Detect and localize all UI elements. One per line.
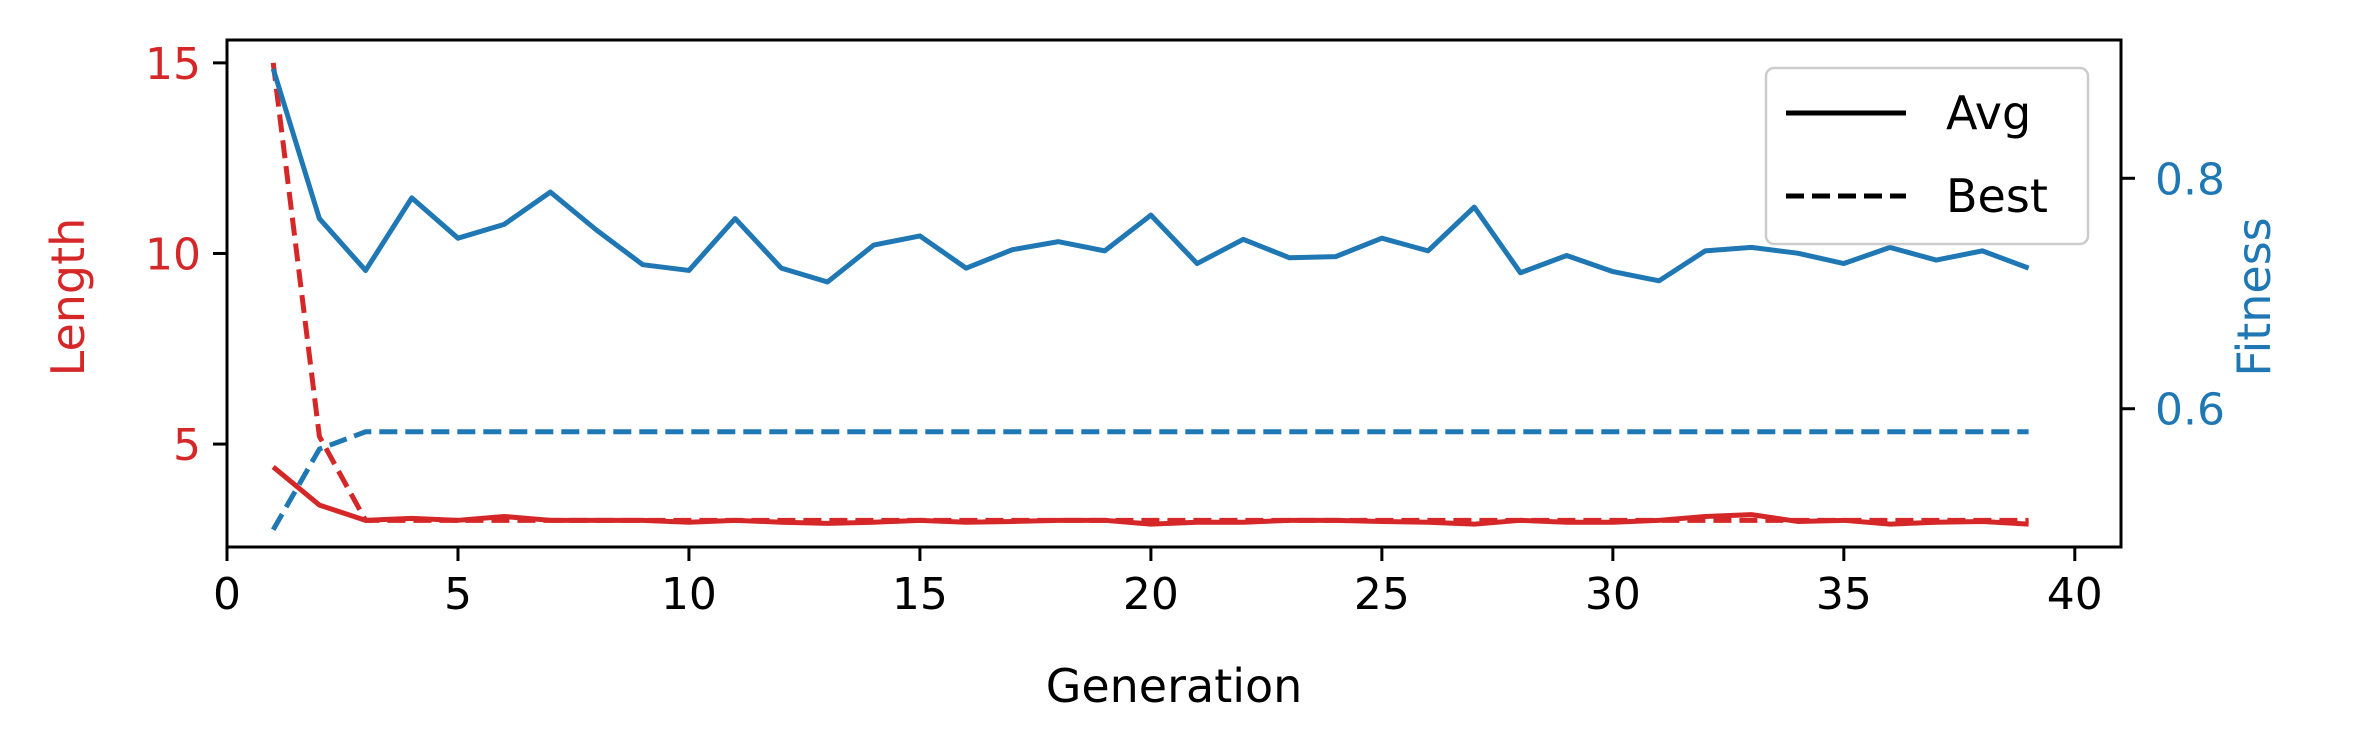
y-right-tick-label: 0.6 — [2155, 385, 2225, 436]
x-tick-label: 20 — [1123, 569, 1179, 620]
x-tick-label: 15 — [892, 569, 948, 620]
y-left-tick-label: 5 — [173, 420, 201, 471]
x-tick-label: 5 — [444, 569, 472, 620]
y-axis-left-title: Length — [41, 218, 95, 377]
y-axis-right: 0.6 0.8 — [2121, 154, 2225, 436]
fitness-best-line — [271, 429, 2029, 531]
length-best-line — [270, 62, 2029, 523]
x-tick-label: 35 — [1816, 569, 1872, 620]
plot-frame — [225, 38, 2123, 549]
x-tick-label: 30 — [1585, 569, 1641, 620]
legend-label-best: Best — [1946, 169, 2048, 223]
x-tick-label: 0 — [213, 569, 241, 620]
x-tick-label: 25 — [1354, 569, 1410, 620]
y-axis-right-title: Fitness — [2227, 217, 2281, 376]
legend-label-avg: Avg — [1946, 86, 2031, 140]
x-tick-label: 10 — [661, 569, 717, 620]
x-axis-title: Generation — [1046, 659, 1303, 713]
series-layer — [270, 62, 2030, 531]
x-tick-label: 40 — [2047, 569, 2103, 620]
y-left-tick-label: 10 — [145, 229, 201, 280]
x-axis: 0 5 10 15 20 25 30 35 40 — [213, 547, 2103, 620]
y-left-tick-label: 15 — [145, 39, 201, 90]
y-right-tick-label: 0.8 — [2155, 154, 2225, 205]
y-axis-left: 5 10 15 — [145, 39, 227, 471]
legend: Avg Best — [1764, 66, 2090, 246]
fitness-avg-line — [270, 68, 2030, 285]
length-avg-line — [271, 465, 2029, 527]
